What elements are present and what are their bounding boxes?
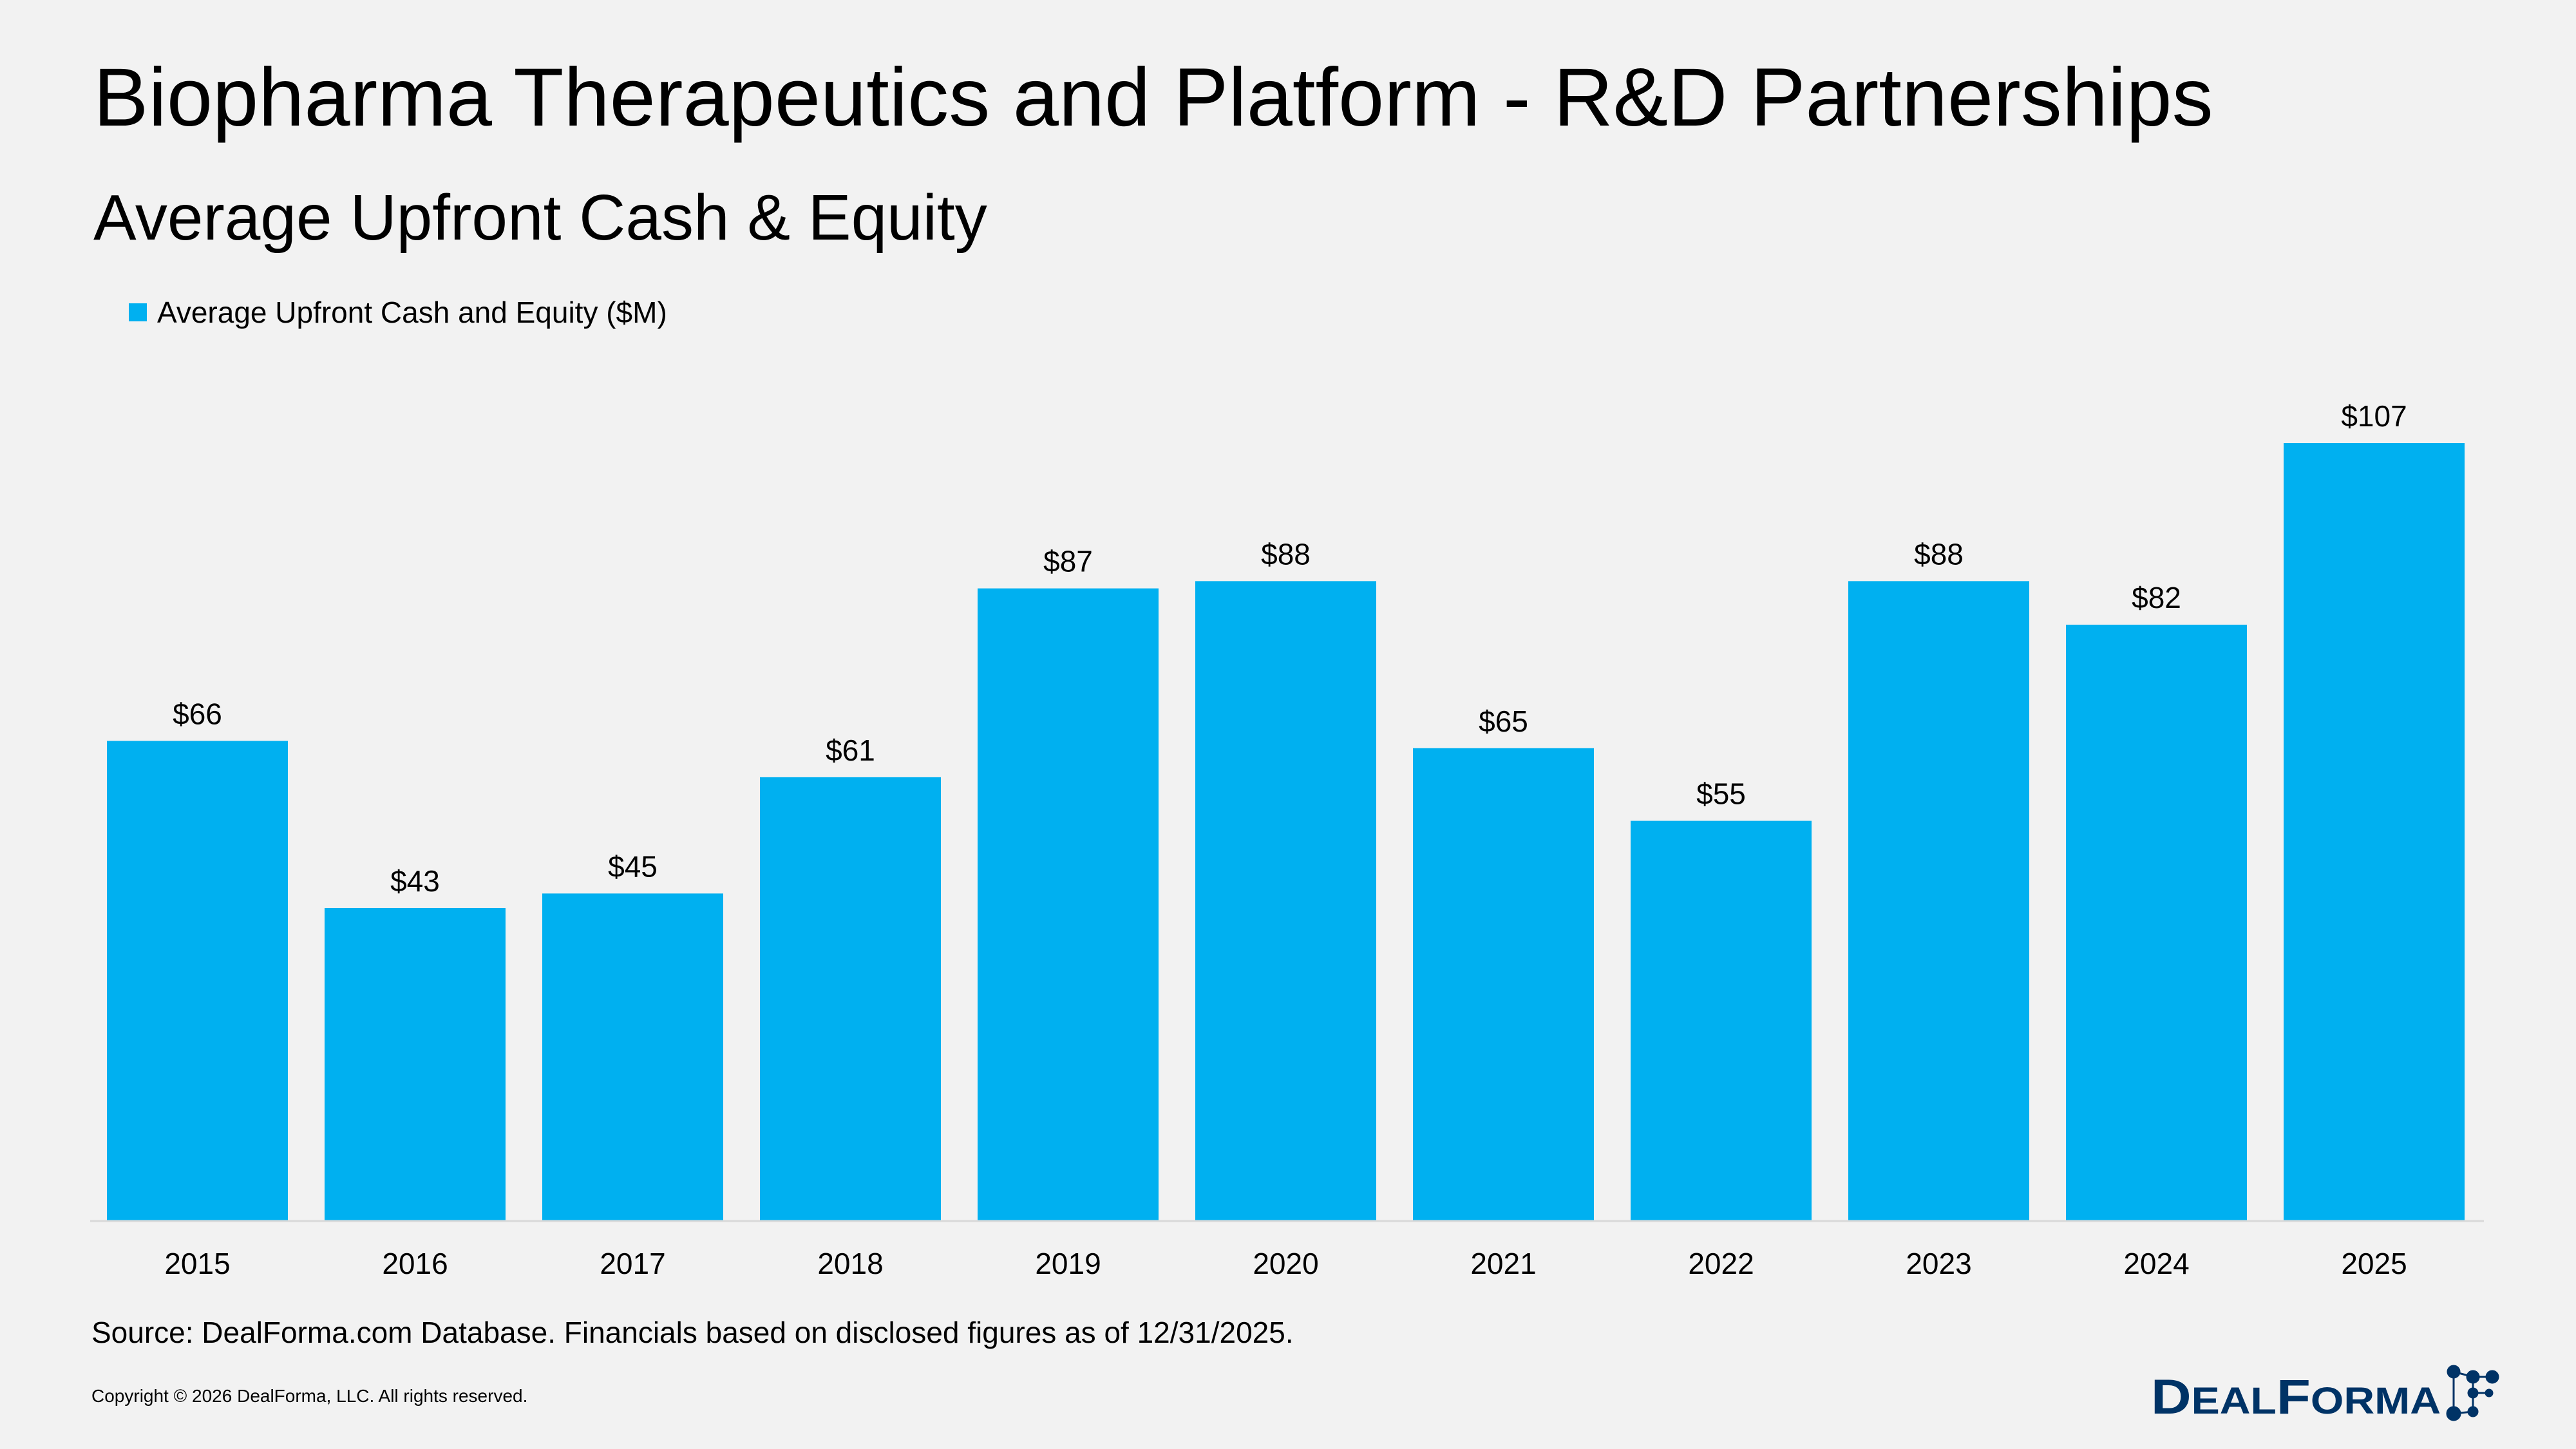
x-tick-label-2021: 2021 [1470, 1247, 1536, 1280]
x-tick-label-2019: 2019 [1035, 1247, 1101, 1280]
x-tick-label-2023: 2023 [1906, 1247, 1971, 1280]
x-tick-label-2018: 2018 [817, 1247, 883, 1280]
source-note: Source: DealForma.com Database. Financia… [91, 1316, 1294, 1349]
x-tick-label-2024: 2024 [2123, 1247, 2189, 1280]
chart-subtitle: Average Upfront Cash & Equity [93, 182, 987, 254]
data-label-2018: $61 [826, 734, 875, 767]
dealforma-logo: D EAL F ORMA [2151, 1365, 2499, 1423]
x-tick-label-2017: 2017 [600, 1247, 665, 1280]
bar-2025 [2284, 443, 2465, 1220]
bar-2018 [760, 777, 941, 1220]
copyright-note: Copyright © 2026 DealForma, LLC. All rig… [91, 1386, 528, 1406]
legend-swatch [129, 303, 147, 321]
data-label-2024: $82 [2132, 581, 2181, 614]
x-tick-label-2025: 2025 [2341, 1247, 2407, 1280]
data-label-2015: $66 [173, 697, 222, 731]
data-label-2016: $43 [390, 864, 440, 898]
bar-2024 [2066, 625, 2247, 1220]
data-label-2025: $107 [2341, 399, 2407, 433]
data-label-2017: $45 [608, 849, 658, 883]
bar-2022 [1631, 820, 1812, 1220]
bar-2021 [1413, 748, 1594, 1220]
chart-title: Biopharma Therapeutics and Platform - R&… [93, 52, 2213, 144]
x-tick-label-2020: 2020 [1253, 1247, 1318, 1280]
bar-2020 [1195, 581, 1376, 1220]
bar-2019 [978, 588, 1159, 1220]
x-tick-label-2022: 2022 [1688, 1247, 1754, 1280]
x-tick-label-2015: 2015 [164, 1247, 230, 1280]
bar-2017 [542, 893, 723, 1220]
data-label-2021: $65 [1479, 705, 1528, 738]
bar-2015 [107, 741, 288, 1220]
data-label-2020: $88 [1261, 537, 1311, 571]
legend: Average Upfront Cash and Equity ($M) [129, 295, 667, 330]
legend-label: Average Upfront Cash and Equity ($M) [157, 296, 667, 329]
x-tick-label-2016: 2016 [382, 1247, 448, 1280]
data-label-2023: $88 [1914, 537, 1964, 571]
data-label-2019: $87 [1043, 545, 1093, 578]
bar-2023 [1848, 581, 2029, 1220]
bar-2016 [325, 907, 506, 1220]
data-label-2022: $55 [1696, 777, 1746, 811]
